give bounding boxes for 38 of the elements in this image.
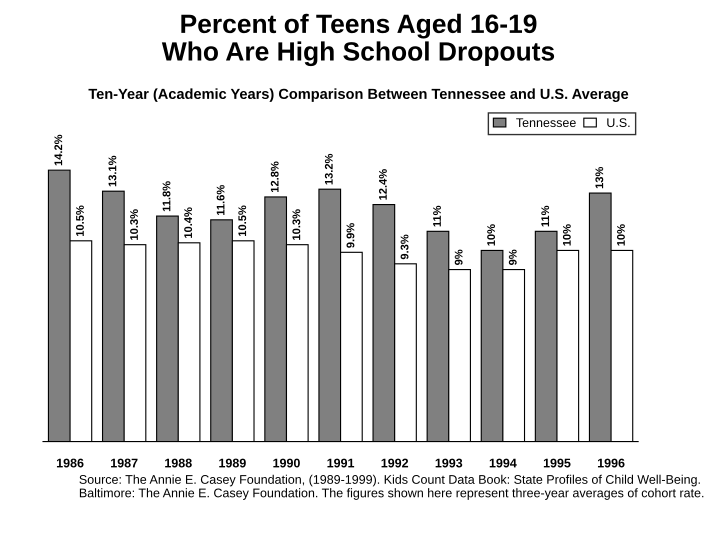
- data-label: 11%: [433, 206, 441, 226]
- data-label: 12.8%: [270, 162, 279, 192]
- data-label: 13.1%: [108, 156, 116, 186]
- data-label: 9.3%: [400, 234, 408, 260]
- data-label: 10%: [617, 224, 625, 246]
- data-label: 9%: [454, 250, 463, 265]
- data-label: 12.4%: [378, 169, 387, 200]
- data-label: 10%: [487, 224, 496, 246]
- chart-title: Percent of Teens Aged 16-19 Who Are High School Dropouts: [162, 14, 554, 66]
- source-note: Source: The Annie E. Casey Foundation, (1989-1999). Kids Count Data Book: State Profiles of Child Well-Being. Baltimore: The Annie E. Casey Foundation. The figures shown here represent three-year averages of cohort rate.: [79, 474, 704, 500]
- data-label: 11.6%: [216, 185, 225, 215]
- data-label: 14.2%: [54, 134, 62, 166]
- x-tick-label: 1990: [273, 458, 300, 468]
- legend-label: U.S.: [607, 118, 630, 128]
- x-tick-label: 1994: [490, 458, 517, 468]
- data-label: 9%: [508, 250, 517, 265]
- x-tick-label: 1993: [436, 458, 462, 468]
- legend-label: Tennessee: [516, 118, 576, 128]
- data-label: 10.4%: [184, 207, 192, 238]
- data-label: 10.5%: [76, 205, 84, 236]
- data-label: 11.8%: [162, 181, 170, 212]
- data-label: 10.3%: [130, 209, 138, 240]
- x-tick-label: 1992: [382, 458, 408, 468]
- x-tick-label: 1991: [327, 458, 354, 468]
- x-tick-label: 1986: [56, 458, 84, 468]
- data-label: 13%: [595, 166, 604, 188]
- data-label: 13.2%: [324, 154, 333, 184]
- x-tick-label: 1989: [219, 458, 246, 468]
- x-tick-label: 1988: [165, 458, 192, 468]
- data-label: 11%: [541, 206, 550, 226]
- x-tick-label: 1987: [111, 458, 138, 468]
- data-label: 9.9%: [346, 223, 354, 248]
- chart-subtitle: Ten-Year (Academic Years) Comparison Between Tennessee and U.S. Average: [88, 88, 628, 102]
- x-tick-label: 1996: [598, 458, 625, 468]
- x-tick-label: 1995: [544, 458, 571, 468]
- data-label: 10.5%: [238, 205, 246, 236]
- data-label: 10%: [562, 224, 571, 246]
- data-label: 10.3%: [292, 209, 300, 240]
